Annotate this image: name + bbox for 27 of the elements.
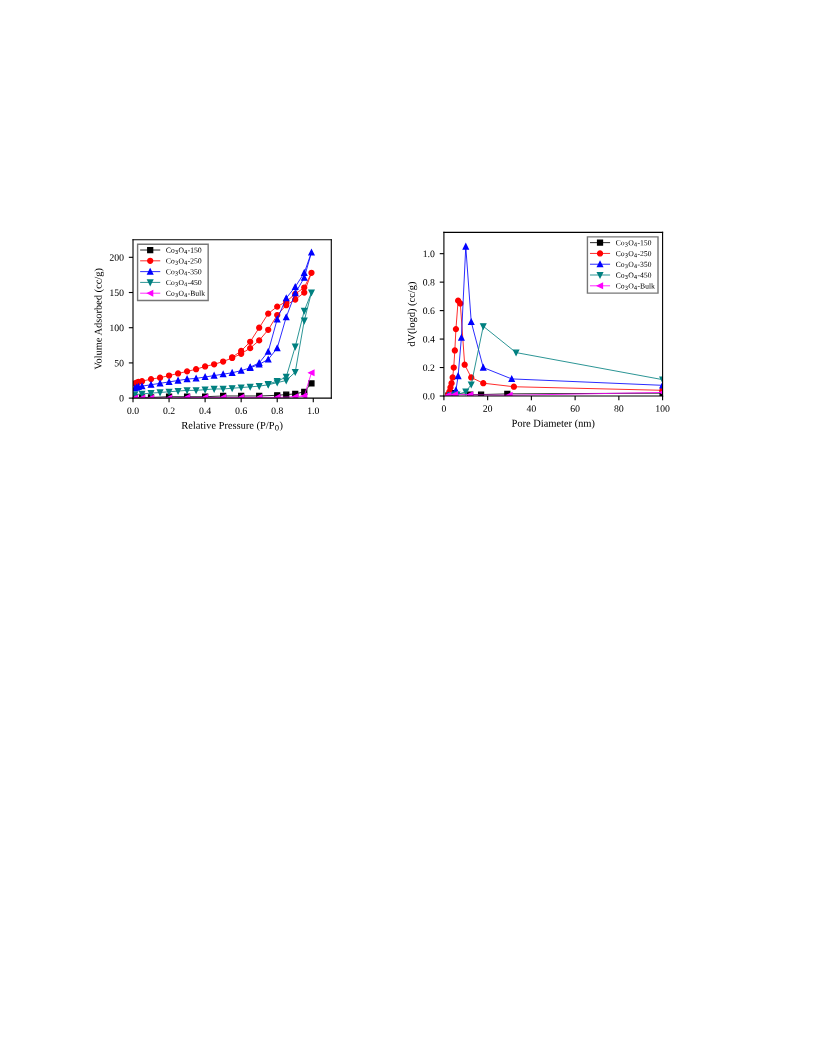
- y-tick-label: 150: [110, 289, 124, 296]
- x-tick-label: 0.6: [235, 407, 247, 415]
- y-tick-label: 0.8: [423, 279, 435, 286]
- x-tick-label: 0.2: [163, 407, 175, 415]
- y-tick-label: 50: [114, 359, 124, 367]
- y-tick-label: 0.6: [423, 307, 435, 315]
- y-axis-title: Volume Adsorbed (cc/g): [94, 268, 104, 370]
- x-tick-label: 20: [483, 405, 493, 412]
- x-tick-label: 60: [570, 405, 580, 412]
- x-tick-label: 40: [526, 405, 536, 412]
- y-axis-title: dV(logd) (cc/g): [407, 282, 418, 347]
- x-axis-title: Pore Diameter (nm): [511, 419, 595, 429]
- y-tick-label: 0.4: [423, 335, 435, 343]
- x-tick-label: 0.0: [127, 407, 139, 415]
- x-tick-label: 100: [656, 405, 670, 412]
- y-tick-label: 1.0: [423, 250, 435, 258]
- x-tick-label: 0.8: [271, 407, 283, 415]
- y-tick-label: 0.2: [423, 364, 435, 372]
- y-tick-label: 200: [109, 254, 124, 261]
- x-tick-label: 1.0: [308, 407, 319, 415]
- x-axis-title: Relative Pressure (P/P$_{0}$): [181, 421, 283, 431]
- y-tick-label: 0.0: [423, 392, 435, 400]
- y-tick-label: 100: [110, 324, 124, 332]
- y-tick-label: 0: [119, 395, 124, 402]
- x-tick-label: 80: [614, 405, 624, 412]
- x-tick-label: 0.4: [199, 407, 212, 415]
- x-tick-label: 0: [441, 405, 446, 412]
